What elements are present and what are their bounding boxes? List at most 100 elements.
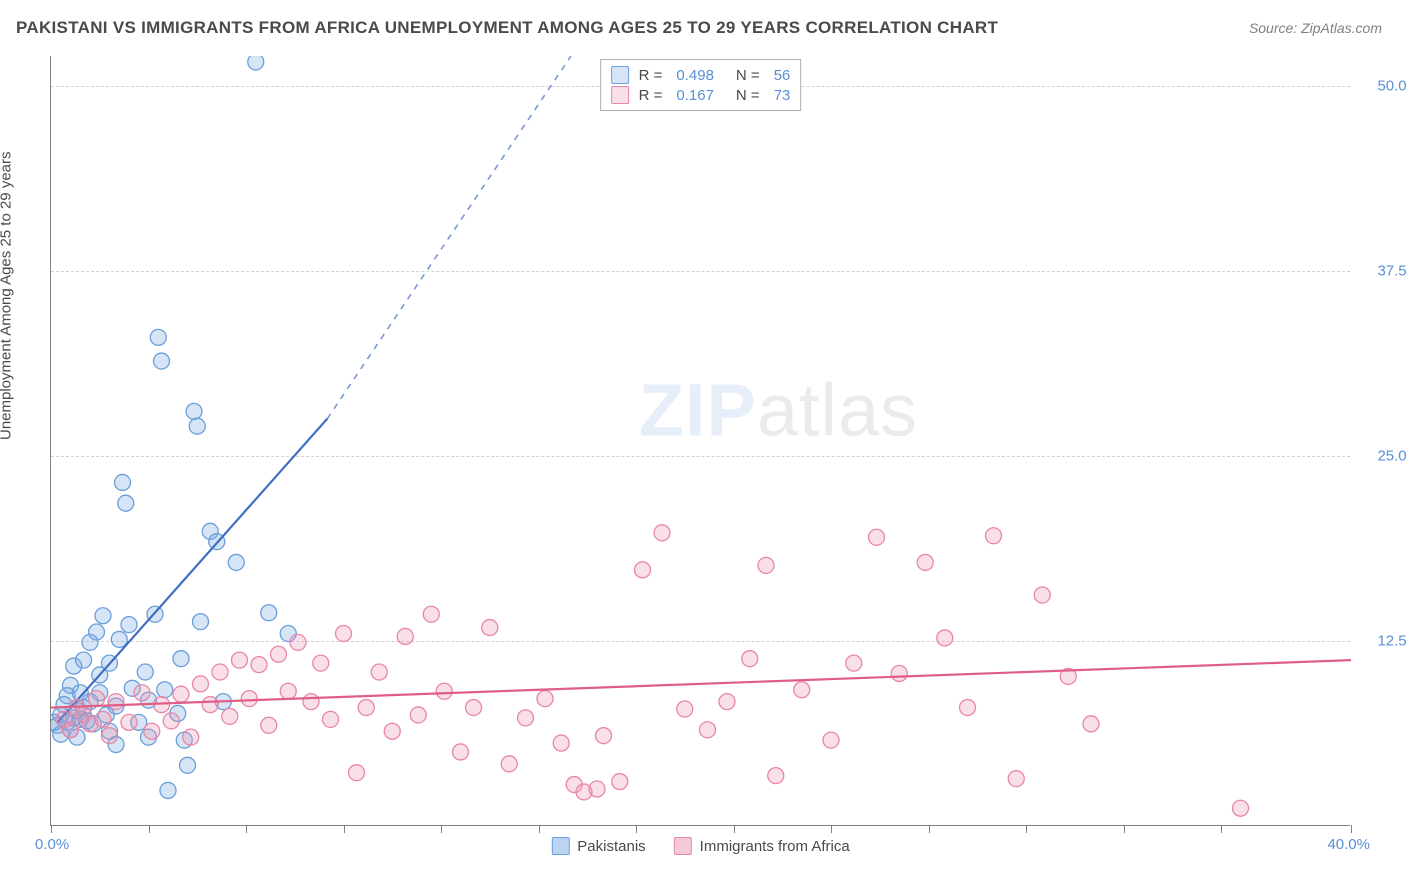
data-point (241, 691, 257, 707)
trend-line (58, 419, 328, 723)
data-point (823, 732, 839, 748)
data-point (1008, 771, 1024, 787)
scatter-chart (51, 56, 1351, 826)
legend-r-label: R = (639, 67, 663, 84)
data-point (518, 710, 534, 726)
data-point (635, 562, 651, 578)
data-point (482, 620, 498, 636)
legend-row-immigrants: R = 0.167 N = 73 (611, 86, 791, 104)
x-tick (734, 825, 735, 833)
x-tick (929, 825, 930, 833)
data-point (102, 728, 118, 744)
data-point (248, 56, 264, 70)
data-point (89, 624, 105, 640)
data-point (1083, 716, 1099, 732)
data-point (186, 403, 202, 419)
data-point (336, 626, 352, 642)
data-point (180, 757, 196, 773)
data-point (157, 682, 173, 698)
data-point (589, 781, 605, 797)
data-point (384, 723, 400, 739)
data-point (349, 765, 365, 781)
data-point (150, 329, 166, 345)
legend-n-value: 56 (774, 67, 791, 84)
data-point (160, 782, 176, 798)
x-tick (831, 825, 832, 833)
data-point (144, 723, 160, 739)
data-point (118, 495, 134, 511)
data-point (228, 554, 244, 570)
legend-item-pakistanis: Pakistanis (551, 837, 645, 855)
trend-line (51, 660, 1351, 707)
x-tick (1124, 825, 1125, 833)
data-point (189, 418, 205, 434)
legend-row-pakistanis: R = 0.498 N = 56 (611, 66, 791, 84)
data-point (466, 700, 482, 716)
x-tick (1026, 825, 1027, 833)
data-point (193, 676, 209, 692)
x-tick (441, 825, 442, 833)
x-tick (636, 825, 637, 833)
swatch-icon (611, 66, 629, 84)
data-point (700, 722, 716, 738)
data-point (76, 652, 92, 668)
data-point (846, 655, 862, 671)
data-point (986, 528, 1002, 544)
data-point (193, 614, 209, 630)
data-point (553, 735, 569, 751)
source-label: Source: ZipAtlas.com (1249, 20, 1382, 36)
data-point (323, 711, 339, 727)
data-point (612, 774, 628, 790)
x-max-label: 40.0% (1327, 836, 1370, 853)
data-point (1233, 800, 1249, 816)
data-point (154, 353, 170, 369)
data-point (202, 697, 218, 713)
y-axis-label: Unemployment Among Ages 25 to 29 years (0, 151, 15, 440)
data-point (121, 714, 137, 730)
data-point (261, 605, 277, 621)
data-point (63, 722, 79, 738)
data-point (937, 630, 953, 646)
data-point (121, 617, 137, 633)
data-point (173, 651, 189, 667)
x-origin-label: 0.0% (35, 836, 69, 853)
trend-line-dashed (327, 56, 571, 419)
data-point (768, 768, 784, 784)
correlation-legend: R = 0.498 N = 56 R = 0.167 N = 73 (600, 59, 802, 111)
data-point (869, 529, 885, 545)
data-point (313, 655, 329, 671)
data-point (358, 700, 374, 716)
y-tick-label: 37.5% (1360, 262, 1406, 279)
swatch-icon (611, 86, 629, 104)
legend-r-value: 0.167 (676, 87, 714, 104)
data-point (917, 554, 933, 570)
x-tick (344, 825, 345, 833)
data-point (397, 628, 413, 644)
data-point (891, 665, 907, 681)
legend-r-value: 0.498 (676, 67, 714, 84)
y-tick-label: 25.0% (1360, 447, 1406, 464)
plot-area: ZIPatlas 12.5%25.0%37.5%50.0% 0.0% 40.0%… (50, 56, 1350, 826)
x-tick (1221, 825, 1222, 833)
swatch-icon (551, 837, 569, 855)
data-point (232, 652, 248, 668)
data-point (251, 657, 267, 673)
data-point (271, 646, 287, 662)
legend-label: Immigrants from Africa (700, 838, 850, 855)
legend-label: Pakistanis (577, 838, 645, 855)
series-legend: Pakistanis Immigrants from Africa (551, 837, 849, 855)
data-point (115, 474, 131, 490)
chart-title: PAKISTANI VS IMMIGRANTS FROM AFRICA UNEM… (16, 18, 998, 38)
data-point (758, 557, 774, 573)
legend-r-label: R = (639, 87, 663, 104)
data-point (89, 691, 105, 707)
data-point (654, 525, 670, 541)
data-point (261, 717, 277, 733)
swatch-icon (674, 837, 692, 855)
data-point (537, 691, 553, 707)
data-point (108, 694, 124, 710)
data-point (794, 682, 810, 698)
data-point (960, 700, 976, 716)
data-point (134, 685, 150, 701)
data-point (410, 707, 426, 723)
